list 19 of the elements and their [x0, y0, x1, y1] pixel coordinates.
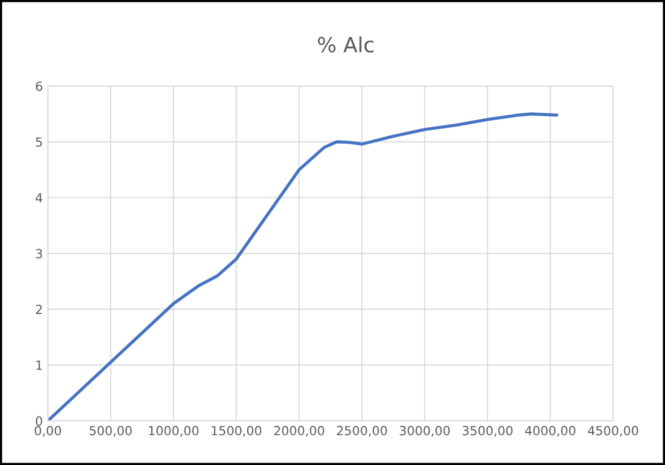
y-tick-label: 6: [36, 81, 42, 91]
x-tick-label: 3000,00: [400, 426, 450, 437]
x-tick-label: 4000,00: [525, 426, 576, 437]
x-tick-label: 2500,00: [336, 426, 387, 437]
y-tick-label: 1: [36, 360, 42, 370]
x-tick-label: 3500,00: [462, 426, 513, 437]
y-tick-label: 4: [36, 193, 42, 202]
y-tick-label: 0: [36, 416, 42, 426]
x-tick-label: 2000,00: [274, 426, 324, 437]
x-tick-label: 500,00: [90, 426, 132, 437]
x-tick-label: 4500,00: [588, 426, 638, 437]
y-tick-label: 3: [36, 248, 42, 258]
y-tick-label: 5: [36, 137, 42, 147]
chart-title: % Alc: [318, 36, 374, 53]
x-tick-label: 0,00: [34, 426, 61, 437]
x-tick-label: 1500,00: [212, 426, 262, 437]
y-tick-label: 2: [36, 304, 42, 314]
line-series: [48, 112, 558, 421]
x-tick-label: 1000,00: [149, 426, 199, 437]
